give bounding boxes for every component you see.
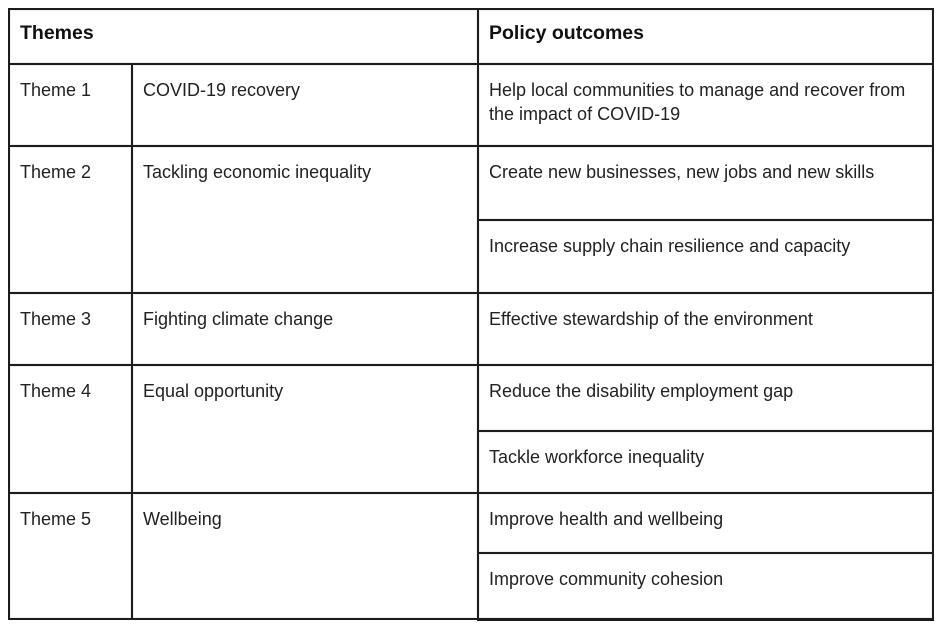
theme-label-cell: Theme 4: [8, 364, 133, 494]
policy-outcome-cell: Effective stewardship of the environment: [477, 292, 935, 366]
policy-outcome-cell: Create new businesses, new jobs and new …: [477, 145, 935, 221]
header-policy-outcomes: Policy outcomes: [477, 8, 935, 65]
table-row: Theme 2 Tackling economic inequality Cre…: [8, 145, 935, 294]
table-row: Tackle workforce inequality: [9, 430, 935, 494]
table-row: Theme 4 Equal opportunity Reduce the dis…: [8, 364, 935, 494]
theme-name-cell: Wellbeing: [130, 492, 480, 620]
policy-outcome-cell: Increase supply chain resilience and cap…: [477, 219, 935, 294]
table-row: Increase supply chain resilience and cap…: [9, 219, 935, 294]
policy-outcome-cell: Improve community cohesion: [477, 552, 935, 621]
theme-name-cell: COVID-19 recovery: [130, 63, 480, 147]
table-row: Theme 1 COVID-19 recovery Help local com…: [8, 63, 935, 147]
theme-name-cell: Equal opportunity: [130, 364, 480, 494]
theme-label-cell: Theme 1: [8, 63, 133, 147]
themes-policy-outcomes-table: Themes Policy outcomes Theme 1 COVID-19 …: [7, 8, 935, 621]
policy-outcome-cell: Improve health and wellbeing: [477, 492, 935, 554]
theme-name-cell: Fighting climate change: [130, 292, 480, 366]
header-themes: Themes: [7, 8, 480, 65]
table-row: Improve community cohesion: [9, 552, 935, 621]
theme-label-cell: Theme 2: [8, 145, 133, 294]
theme-label-cell: Theme 3: [8, 292, 133, 366]
policy-outcome-cell: Reduce the disability employment gap: [477, 364, 935, 432]
policy-outcome-cell: Tackle workforce inequality: [477, 430, 935, 494]
table-header-row: Themes Policy outcomes: [7, 8, 935, 65]
theme-name-cell: Tackling economic inequality: [130, 145, 480, 294]
table-row: Theme 3 Fighting climate change Effectiv…: [8, 292, 935, 366]
theme-label-cell: Theme 5: [8, 492, 133, 620]
policy-outcome-cell: Help local communities to manage and rec…: [477, 63, 935, 147]
table-row: Theme 5 Wellbeing Improve health and wel…: [8, 492, 935, 620]
